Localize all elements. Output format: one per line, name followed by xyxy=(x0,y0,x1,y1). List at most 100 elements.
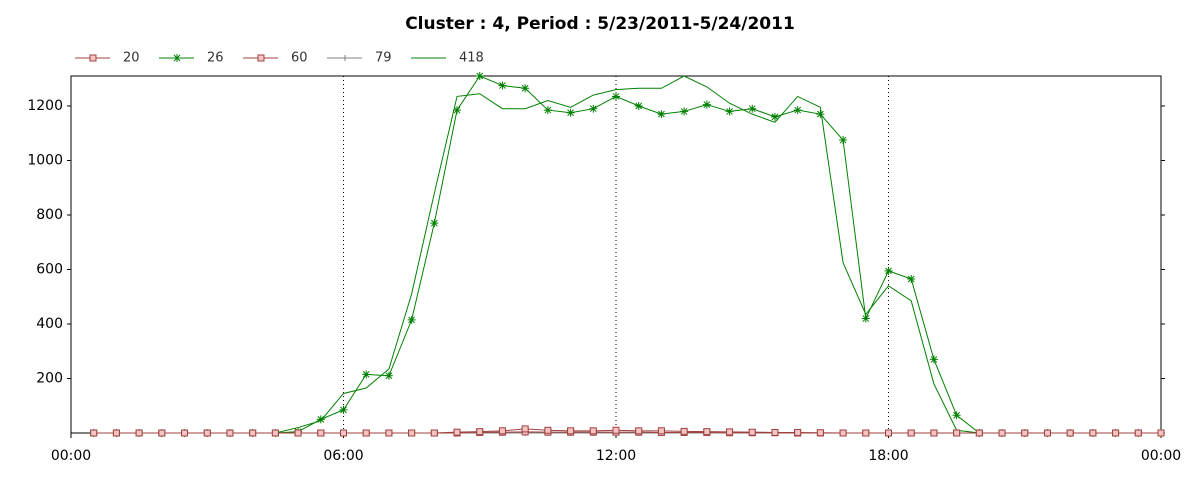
chart-title: Cluster : 4, Period : 5/23/2011-5/24/201… xyxy=(405,14,795,34)
x-tick-label: 00:00 xyxy=(51,448,91,464)
x-tick-label: 18:00 xyxy=(868,448,908,464)
marker xyxy=(885,429,892,437)
legend-marker xyxy=(89,54,97,62)
marker xyxy=(340,429,347,437)
marker xyxy=(680,107,689,116)
marker xyxy=(521,84,530,93)
marker xyxy=(952,411,961,420)
marker xyxy=(430,219,439,228)
marker xyxy=(1134,429,1142,437)
marker xyxy=(748,428,756,436)
marker xyxy=(680,427,688,435)
marker xyxy=(1066,429,1074,437)
marker xyxy=(975,429,983,437)
marker xyxy=(1112,429,1120,437)
series-line xyxy=(93,428,1161,434)
legend-item: 79 xyxy=(327,51,392,66)
marker xyxy=(407,315,416,324)
marker xyxy=(1089,429,1097,437)
marker xyxy=(385,429,393,437)
legend-label: 26 xyxy=(207,51,224,66)
marker xyxy=(794,428,802,436)
marker xyxy=(953,429,961,437)
marker xyxy=(408,429,416,437)
legend-label: 418 xyxy=(459,51,484,66)
marker xyxy=(657,110,666,119)
legend-item: 60 xyxy=(243,51,308,66)
marker xyxy=(1157,429,1165,437)
marker xyxy=(702,100,711,109)
marker xyxy=(453,106,462,115)
marker xyxy=(816,429,824,437)
marker xyxy=(430,429,438,437)
x-tick-label: 12:00 xyxy=(596,448,636,464)
marker xyxy=(771,428,779,436)
marker xyxy=(112,429,120,437)
legend-item: 20 xyxy=(75,51,140,66)
marker xyxy=(135,429,143,437)
marker xyxy=(339,405,348,414)
marker xyxy=(362,370,371,379)
marker xyxy=(181,429,189,437)
marker xyxy=(725,107,734,116)
series-line xyxy=(275,75,980,434)
marker xyxy=(930,429,938,437)
marker xyxy=(294,429,302,437)
marker xyxy=(612,426,620,434)
marker xyxy=(566,108,575,117)
marker xyxy=(226,429,234,437)
marker xyxy=(793,106,802,115)
marker xyxy=(498,81,507,90)
legend-item: 26 xyxy=(159,51,224,66)
marker xyxy=(612,92,620,101)
y-tick-label: 400 xyxy=(36,316,63,332)
marker xyxy=(884,266,893,275)
marker xyxy=(453,428,461,436)
marker xyxy=(475,72,484,80)
marker xyxy=(317,429,325,437)
marker xyxy=(476,428,484,436)
marker xyxy=(203,429,211,437)
marker xyxy=(657,427,665,435)
legend-label: 79 xyxy=(375,51,392,66)
marker xyxy=(839,136,848,145)
marker xyxy=(703,428,711,436)
marker xyxy=(544,426,552,434)
marker xyxy=(316,415,325,424)
legend-marker xyxy=(173,54,181,62)
marker xyxy=(862,429,870,437)
marker xyxy=(635,427,643,435)
legend-label: 20 xyxy=(123,51,140,66)
marker xyxy=(861,314,870,323)
marker xyxy=(748,104,757,113)
legend-marker xyxy=(342,55,348,61)
marker xyxy=(543,106,552,115)
marker xyxy=(1043,429,1051,437)
marker xyxy=(362,429,370,437)
marker xyxy=(907,429,915,437)
marker xyxy=(726,428,734,436)
legend-item: 418 xyxy=(411,51,484,66)
marker xyxy=(271,429,279,437)
marker xyxy=(1021,429,1029,437)
marker xyxy=(634,101,643,110)
marker xyxy=(498,427,506,435)
marker xyxy=(907,275,916,284)
y-tick-label: 600 xyxy=(36,261,63,277)
marker xyxy=(90,429,98,437)
marker xyxy=(567,427,575,435)
marker xyxy=(839,429,847,437)
x-tick-label: 06:00 xyxy=(323,448,363,464)
marker xyxy=(384,371,393,380)
marker xyxy=(929,355,938,364)
legend-label: 60 xyxy=(291,51,308,66)
marker xyxy=(770,112,779,121)
y-tick-label: 1000 xyxy=(27,152,63,168)
x-tick-label: 00:00 xyxy=(1141,448,1181,464)
marker xyxy=(521,425,529,433)
marker xyxy=(589,104,598,113)
y-tick-label: 200 xyxy=(36,370,63,386)
